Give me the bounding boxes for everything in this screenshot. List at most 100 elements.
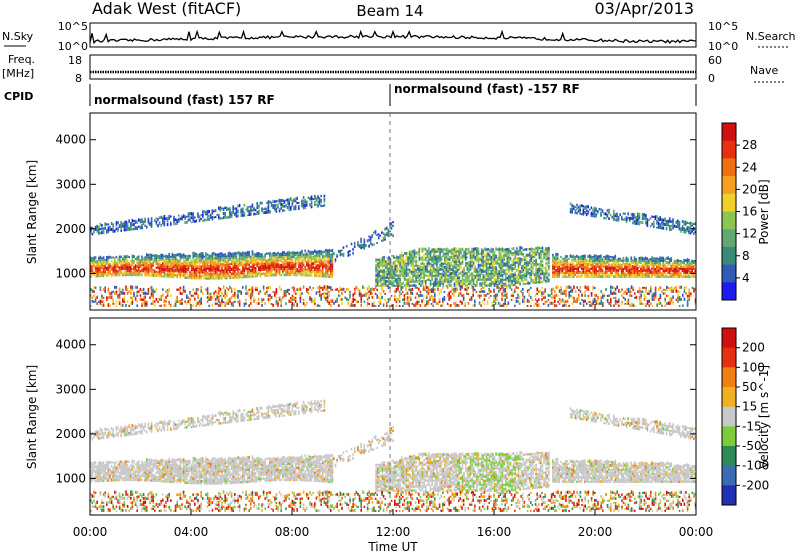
power-cell [555, 272, 557, 274]
power-cell [189, 216, 191, 219]
power-cell [220, 270, 222, 272]
power-cell [143, 292, 145, 295]
power-cell [117, 270, 119, 272]
power-cell [314, 198, 316, 200]
power-cell [178, 289, 180, 291]
power-cell [143, 266, 145, 268]
power-cell [180, 261, 182, 263]
nsearch-tick-bottom: 10^0 [708, 40, 738, 53]
power-cell [412, 263, 414, 265]
power-cell [567, 259, 569, 262]
power-cell [547, 247, 549, 250]
power-cell [135, 299, 137, 301]
power-cell [280, 264, 282, 266]
power-cell [218, 287, 220, 289]
power-cell [229, 269, 231, 271]
power-cell [452, 248, 454, 251]
power-cell [680, 227, 682, 230]
power-cell [634, 270, 636, 272]
power-cell [385, 263, 387, 265]
power-cell [116, 269, 118, 272]
power-cell [430, 250, 432, 252]
power-cell [328, 266, 330, 268]
power-cell [207, 254, 209, 256]
power-cell [93, 228, 95, 231]
power-cell [521, 251, 523, 253]
power-cell [615, 266, 617, 268]
power-cell [165, 305, 167, 307]
power-cell [237, 205, 239, 208]
power-cell [632, 262, 634, 264]
power-cell [579, 271, 581, 274]
power-cell [308, 268, 310, 270]
power-cell [600, 275, 602, 278]
power-cell [119, 297, 121, 299]
power-cell [562, 258, 564, 260]
power-cell [106, 296, 108, 299]
power-cell [103, 227, 105, 230]
power-cell [401, 283, 403, 285]
power-cell [407, 278, 409, 281]
power-cell [396, 265, 398, 267]
power-cell [93, 286, 95, 289]
power-cell [642, 276, 644, 278]
power-cell [503, 270, 505, 273]
power-cell [624, 218, 626, 221]
power-cell [511, 267, 513, 271]
power-cell [244, 276, 246, 278]
power-cell [213, 292, 215, 295]
power-cell [414, 271, 416, 273]
power-cell [112, 272, 114, 274]
power-cell [109, 229, 111, 231]
power-cell [242, 262, 244, 264]
power-cell [181, 298, 183, 301]
power-cell [659, 276, 661, 278]
power-cell [92, 233, 94, 236]
power-cell [592, 266, 594, 268]
power-cell [232, 261, 234, 263]
power-cell [415, 275, 417, 277]
power-cell [653, 221, 655, 224]
power-cell [417, 265, 419, 267]
power-cell [288, 271, 290, 274]
power-cell [216, 303, 218, 305]
power-cell [425, 257, 427, 259]
power-cell [491, 258, 493, 260]
power-cell [327, 260, 329, 262]
power-cell [648, 219, 650, 221]
power-cell [683, 231, 685, 233]
power-cell [454, 283, 456, 285]
power-cell [133, 223, 135, 226]
power-cell [503, 262, 505, 265]
power-cell [317, 201, 319, 204]
power-cell [388, 256, 390, 259]
power-cell [399, 254, 401, 256]
power-cell [623, 260, 625, 262]
power-cell [272, 273, 274, 276]
power-cell [226, 275, 228, 277]
power-cell [497, 248, 499, 251]
power-cell [643, 258, 645, 260]
power-cell [441, 249, 443, 251]
power-cell [108, 296, 110, 299]
power-cell [168, 253, 170, 256]
power-cell [340, 254, 342, 256]
radar-summary-figure: Adak West (fitACF) Beam 14 03/Apr/2013 N… [0, 0, 800, 554]
power-cell [395, 273, 397, 275]
power-cell [199, 271, 201, 273]
power-cell [228, 259, 230, 261]
power-cell [288, 300, 290, 303]
power-cell [375, 285, 377, 287]
power-cell [130, 297, 132, 299]
cpid-label: CPID [4, 90, 33, 103]
power-cell [264, 292, 266, 295]
power-cell [127, 268, 129, 270]
power-cell [322, 261, 324, 264]
power-cell [237, 264, 239, 266]
power-cell [320, 250, 322, 253]
power-cell [475, 247, 477, 251]
power-cell [475, 277, 477, 279]
power-cell [602, 209, 604, 213]
power-cell [192, 272, 194, 275]
power-cell [669, 229, 671, 231]
